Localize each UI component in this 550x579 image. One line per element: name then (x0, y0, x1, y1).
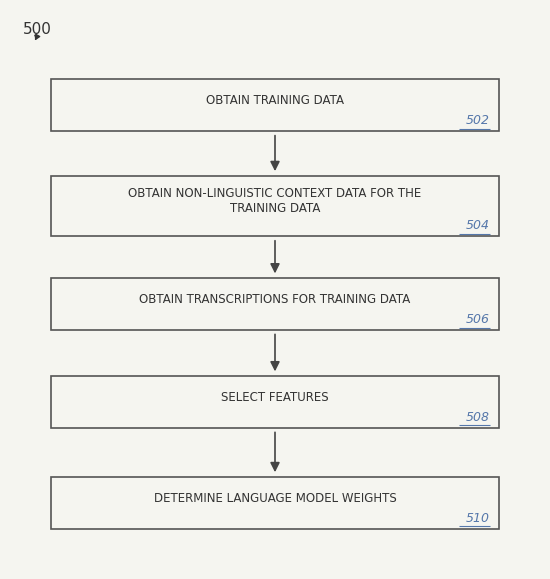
Text: OBTAIN TRAINING DATA: OBTAIN TRAINING DATA (206, 94, 344, 107)
Bar (51, 376, 499, 428)
Text: DETERMINE LANGUAGE MODEL WEIGHTS: DETERMINE LANGUAGE MODEL WEIGHTS (153, 492, 397, 504)
Text: 502: 502 (465, 114, 490, 127)
Text: OBTAIN NON-LINGUISTIC CONTEXT DATA FOR THE
TRAINING DATA: OBTAIN NON-LINGUISTIC CONTEXT DATA FOR T… (128, 188, 422, 215)
Text: 504: 504 (465, 219, 490, 232)
Bar (51, 79, 499, 131)
Text: 500: 500 (23, 21, 52, 36)
Bar (51, 278, 499, 330)
Text: 506: 506 (465, 313, 490, 326)
Text: OBTAIN TRANSCRIPTIONS FOR TRAINING DATA: OBTAIN TRANSCRIPTIONS FOR TRAINING DATA (139, 293, 411, 306)
Text: 510: 510 (465, 512, 490, 525)
Text: 508: 508 (465, 411, 490, 424)
Bar (51, 175, 499, 236)
Text: SELECT FEATURES: SELECT FEATURES (221, 391, 329, 404)
Bar (51, 477, 499, 529)
